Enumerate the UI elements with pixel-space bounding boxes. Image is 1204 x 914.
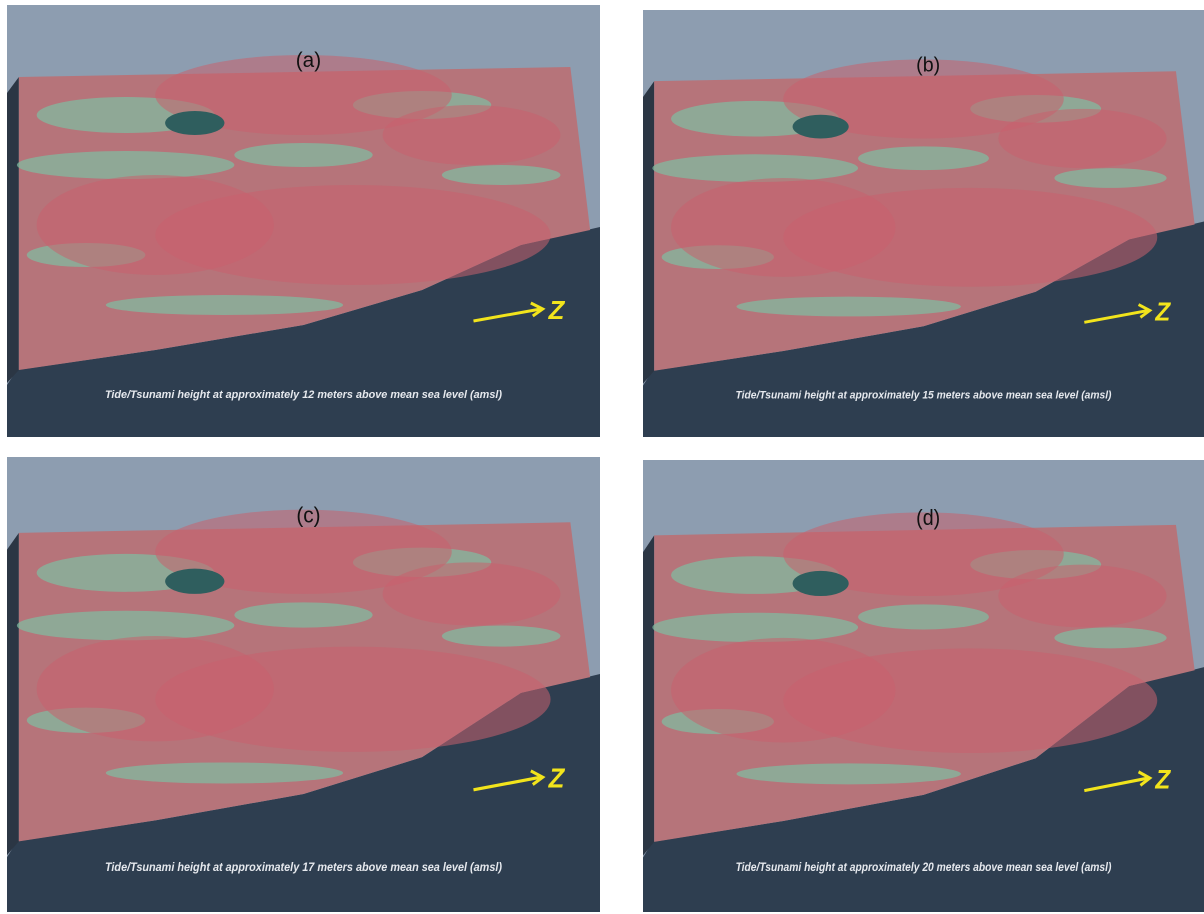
north-label: Z	[1154, 765, 1171, 795]
panel: (b) Z Tide/Tsunami height at approximately…	[643, 10, 1204, 437]
panel-label: (a)	[296, 49, 321, 72]
green-area	[17, 611, 234, 640]
mountain-area	[383, 105, 561, 165]
terrain-view: (d) Z Tide/Tsunami height at approximately…	[643, 460, 1204, 912]
green-area	[737, 763, 961, 784]
panel: (d) Z Tide/Tsunami height at approximately…	[643, 460, 1204, 912]
land-side	[7, 533, 19, 855]
green-area	[1054, 627, 1166, 648]
green-area	[106, 762, 343, 783]
green-area	[858, 146, 989, 170]
caption: Tide/Tsunami height at approximately 15 …	[736, 389, 1112, 401]
green-area	[106, 295, 343, 315]
mountain-area	[37, 175, 274, 275]
mountain-area	[383, 562, 561, 625]
north-label: Z	[548, 297, 566, 325]
lake	[165, 111, 224, 135]
panel-label: (d)	[916, 506, 940, 530]
panel: (c) Z Tide/Tsunami height at approximately…	[7, 457, 600, 912]
page: (a) Z Tide/Tsunami height at approximately…	[0, 0, 1204, 914]
land-side	[643, 81, 654, 383]
north-label: Z	[1154, 298, 1171, 327]
green-area	[858, 604, 989, 629]
green-area	[737, 297, 961, 317]
green-area	[1054, 168, 1166, 188]
green-area	[234, 143, 372, 167]
caption: Tide/Tsunami height at approximately 12 …	[105, 389, 502, 401]
lake	[165, 569, 224, 594]
lake	[793, 115, 849, 139]
mountain-area	[671, 178, 895, 277]
mountain-area	[37, 636, 274, 741]
green-area	[652, 154, 858, 182]
panel-label: (b)	[916, 54, 940, 77]
terrain-view: (c) Z Tide/Tsunami height at approximately…	[7, 457, 600, 912]
panel-label: (c)	[296, 503, 320, 528]
green-area	[17, 151, 234, 179]
north-label: Z	[548, 763, 566, 794]
mountain-area	[998, 109, 1166, 168]
mountain-area	[671, 638, 895, 743]
green-area	[652, 613, 858, 642]
green-area	[234, 602, 372, 627]
caption: Tide/Tsunami height at approximately 17 …	[105, 862, 502, 874]
land-side	[643, 535, 654, 855]
land-side	[7, 77, 19, 383]
lake	[793, 571, 849, 596]
green-area	[442, 165, 561, 185]
caption: Tide/Tsunami height at approximately 20 …	[736, 862, 1112, 875]
mountain-area	[998, 565, 1166, 628]
panel: (a) Z Tide/Tsunami height at approximately…	[7, 5, 600, 437]
terrain-view: (b) Z Tide/Tsunami height at approximately…	[643, 10, 1204, 437]
terrain-view: (a) Z Tide/Tsunami height at approximately…	[7, 5, 600, 437]
green-area	[442, 626, 561, 647]
